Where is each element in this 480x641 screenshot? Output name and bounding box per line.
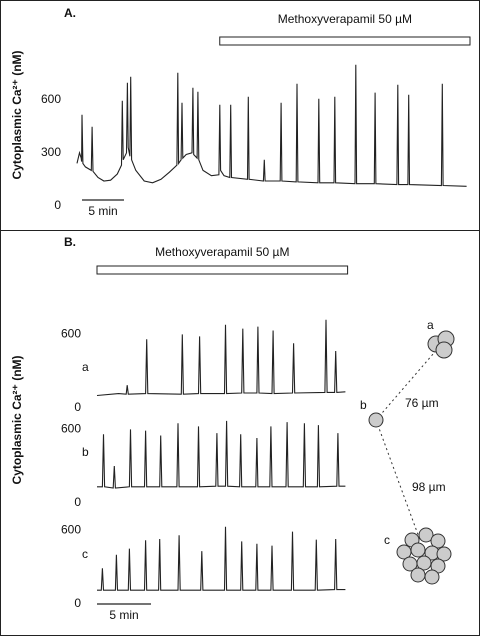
y-axis-label: Cytoplasmic Ca²⁺ (nM): [10, 50, 24, 179]
panel-label: B.: [64, 235, 76, 249]
y-tick-label: 300: [41, 145, 61, 159]
panel-frame: [0, 0, 480, 231]
trace: [97, 526, 346, 591]
cell-diagram: [368, 330, 455, 585]
cell: [368, 412, 384, 428]
cell: [435, 341, 453, 359]
cell-label: c: [384, 533, 390, 547]
trace: [96, 319, 346, 397]
y-tick-label: 600: [61, 327, 81, 341]
cell: [418, 527, 434, 543]
treatment-label: Methoxyverapamil 50 µM: [278, 12, 412, 26]
cell: [436, 546, 452, 562]
y-tick-label: 0: [74, 596, 81, 610]
y-tick-label: 600: [61, 523, 81, 537]
trace-label: c: [82, 547, 88, 561]
treatment-bar: [219, 36, 471, 46]
cell-label: a: [427, 318, 434, 332]
treatment-bar: [96, 265, 349, 275]
distance-line: [375, 419, 421, 541]
treatment-label: Methoxyverapamil 50 µM: [155, 245, 289, 259]
trace: [97, 420, 346, 489]
trace-label: b: [82, 445, 89, 459]
scale-bar-label: 5 min: [88, 204, 117, 218]
cell: [430, 533, 446, 549]
cell: [410, 542, 426, 558]
y-tick-label: 600: [61, 422, 81, 436]
y-axis-label: Cytoplasmic Ca²⁺ (nM): [10, 355, 24, 484]
y-tick-label: 0: [74, 400, 81, 414]
panel-label: A.: [64, 6, 76, 20]
cell-label: b: [360, 398, 367, 412]
cell: [424, 569, 440, 585]
distance-label: 98 µm: [412, 480, 446, 494]
distance-label: 76 µm: [405, 396, 439, 410]
cell: [410, 567, 426, 583]
cell: [416, 555, 432, 571]
scale-bar-label: 5 min: [109, 608, 138, 622]
trace-label: a: [82, 360, 89, 374]
distance-line: [375, 345, 441, 421]
y-tick-label: 0: [74, 495, 81, 509]
y-tick-label: 600: [41, 92, 61, 106]
trace: [76, 64, 467, 187]
y-tick-label: 0: [54, 198, 61, 212]
